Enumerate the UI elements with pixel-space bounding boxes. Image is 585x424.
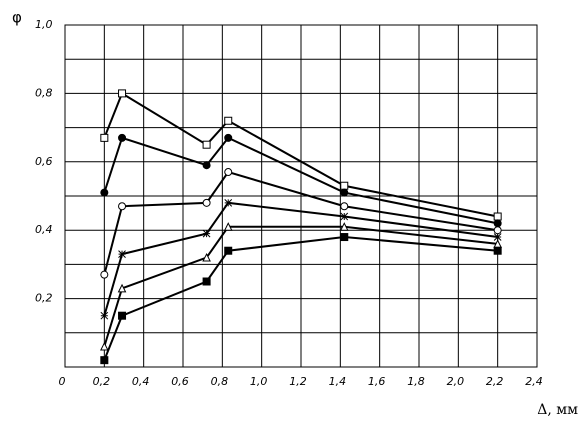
series-line xyxy=(103,236,498,361)
marker xyxy=(493,212,502,221)
x-tick-label: 0,2 xyxy=(93,375,111,388)
marker xyxy=(118,250,126,258)
x-tick-label: 0,4 xyxy=(132,375,150,388)
x-tick-label: 1,4 xyxy=(329,375,347,388)
x-tick-label: 0 xyxy=(59,375,66,388)
marker xyxy=(224,168,233,177)
marker xyxy=(100,311,109,320)
y-tick-label: 0,2 xyxy=(35,292,53,305)
x-tick-label: 2,0 xyxy=(447,375,465,388)
marker xyxy=(493,233,502,241)
x-tick-label: 1,8 xyxy=(407,375,425,388)
marker xyxy=(117,283,127,293)
marker xyxy=(224,198,233,207)
x-tick-label: 0,8 xyxy=(211,375,229,388)
marker xyxy=(202,252,211,262)
marker xyxy=(340,202,349,211)
marker xyxy=(223,222,233,231)
marker xyxy=(100,188,109,197)
marker xyxy=(118,311,127,320)
marker xyxy=(224,116,233,125)
marker xyxy=(493,219,502,228)
series-line xyxy=(103,201,498,316)
marker xyxy=(202,161,211,170)
x-tick-label: 0,6 xyxy=(171,375,189,388)
marker xyxy=(202,140,211,149)
x-tick-label: 2,2 xyxy=(486,375,504,388)
marker xyxy=(118,202,127,211)
x-tick-label: 1,6 xyxy=(368,375,386,388)
marker xyxy=(340,181,349,190)
x-tick-label: 1,2 xyxy=(289,375,307,388)
marker xyxy=(340,212,349,221)
y-tick-label: 0,6 xyxy=(35,155,53,168)
marker xyxy=(118,133,127,142)
series-line xyxy=(103,225,498,347)
marker xyxy=(202,229,211,238)
y-axis-label: φ xyxy=(12,9,22,27)
marker xyxy=(202,198,211,207)
marker xyxy=(224,246,233,255)
plot-frame xyxy=(64,24,538,368)
marker xyxy=(100,270,109,279)
marker xyxy=(100,356,109,365)
y-tick-label: 0,4 xyxy=(35,223,53,236)
x-tick-label: 1,0 xyxy=(250,375,268,388)
series-line xyxy=(103,136,498,225)
x-axis-label: Δ, мм xyxy=(537,402,578,418)
marker xyxy=(100,133,109,142)
marker xyxy=(100,341,109,351)
series-line xyxy=(103,91,498,218)
series-line xyxy=(103,170,498,275)
marker xyxy=(340,233,349,242)
marker xyxy=(493,226,502,235)
marker xyxy=(339,222,349,231)
marker xyxy=(202,277,211,286)
y-tick-label: 1,0 xyxy=(35,18,53,31)
marker xyxy=(493,246,502,255)
marker xyxy=(118,89,127,98)
y-tick-label: 0,8 xyxy=(35,86,53,99)
marker xyxy=(224,133,233,142)
marker xyxy=(340,188,349,197)
x-tick-label: 2,4 xyxy=(525,375,543,388)
